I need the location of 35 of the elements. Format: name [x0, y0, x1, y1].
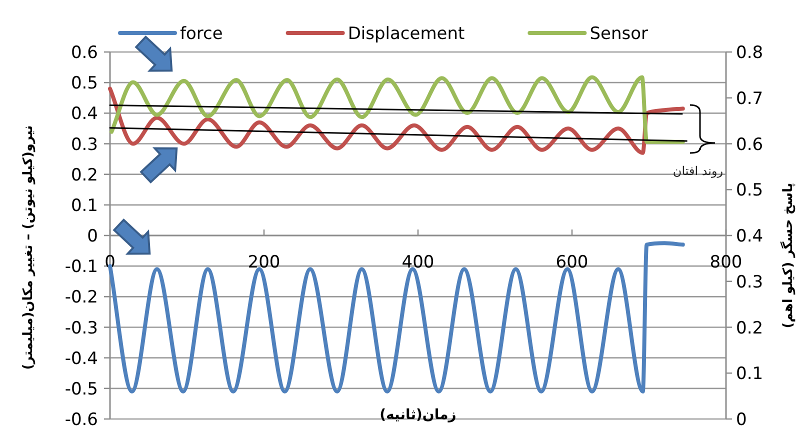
x-tick-label: 600: [556, 252, 588, 272]
y-tick-label: 0.3: [70, 134, 98, 155]
y-tick-label: -0.6: [64, 410, 98, 430]
y-tick-label: 0.2: [70, 165, 98, 186]
y2-tick-label: 0.3: [736, 272, 764, 292]
y-tick-label: -0.3: [64, 318, 98, 338]
y-tick-label: 0.5: [70, 74, 98, 94]
y2-axis-title: پاسخ حسگر (کیلو اهم): [780, 182, 796, 328]
y2-tick-label: 0.2: [736, 318, 764, 338]
legend-label: Displacement: [348, 24, 466, 44]
y-tick-label: 0.6: [70, 43, 98, 63]
y2-tick-label: 0: [736, 410, 747, 430]
x-tick-label: 400: [402, 252, 434, 272]
y-tick-label: 0.4: [70, 104, 98, 124]
y2-tick-label: 0.5: [736, 180, 764, 201]
annotation: روند افتان: [672, 164, 724, 178]
x-tick-label: 200: [248, 252, 280, 272]
y-axis-title: نیرو(کیلو نیوتن) – تغییر مکان(میلیمتر): [21, 125, 36, 370]
y2-tick-label: 0.4: [736, 226, 764, 246]
y2-tick-label: 0.8: [736, 43, 764, 63]
y2-tick-label: 0.1: [736, 364, 764, 384]
y-tick-label: -0.2: [64, 288, 98, 308]
y-tick-label: -0.5: [64, 379, 98, 400]
y-tick-label: -0.4: [64, 348, 98, 369]
line-series: [110, 75, 685, 144]
legend-label: force: [180, 24, 223, 44]
y2-tick-label: 0.7: [736, 88, 764, 109]
y-tick-label: 0.1: [70, 196, 98, 216]
y2-tick-label: 0.6: [736, 134, 764, 155]
legend-label: Sensor: [590, 24, 648, 44]
x-tick-label: 800: [710, 252, 742, 272]
y-tick-label: -0.1: [64, 257, 98, 278]
x-axis-title: زمان(ثانیه): [380, 407, 456, 423]
line-series: [108, 86, 685, 155]
y-tick-label: 0: [87, 226, 98, 246]
